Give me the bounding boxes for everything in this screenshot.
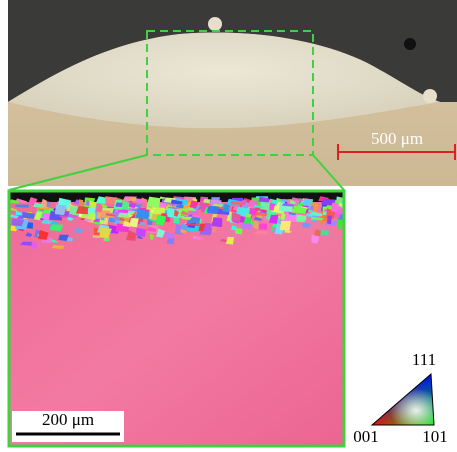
grain — [253, 221, 259, 230]
grain — [241, 223, 252, 229]
grain — [280, 221, 291, 231]
top-micrograph — [8, 0, 457, 186]
ipf-label: 001 — [353, 427, 379, 446]
ipf-label: 111 — [412, 350, 436, 369]
scale-bar-label: 200 μm — [42, 410, 94, 429]
grain — [235, 228, 242, 235]
ipf-label: 101 — [422, 427, 448, 446]
grain — [31, 241, 37, 249]
figure: 500 μm 200 μm 111 001 101 — [0, 0, 457, 452]
scale-bar-label: 500 μm — [371, 129, 423, 148]
grain — [212, 217, 223, 227]
ipf-legend: 111 001 101 — [353, 350, 448, 446]
ebsd-map — [9, 192, 350, 445]
